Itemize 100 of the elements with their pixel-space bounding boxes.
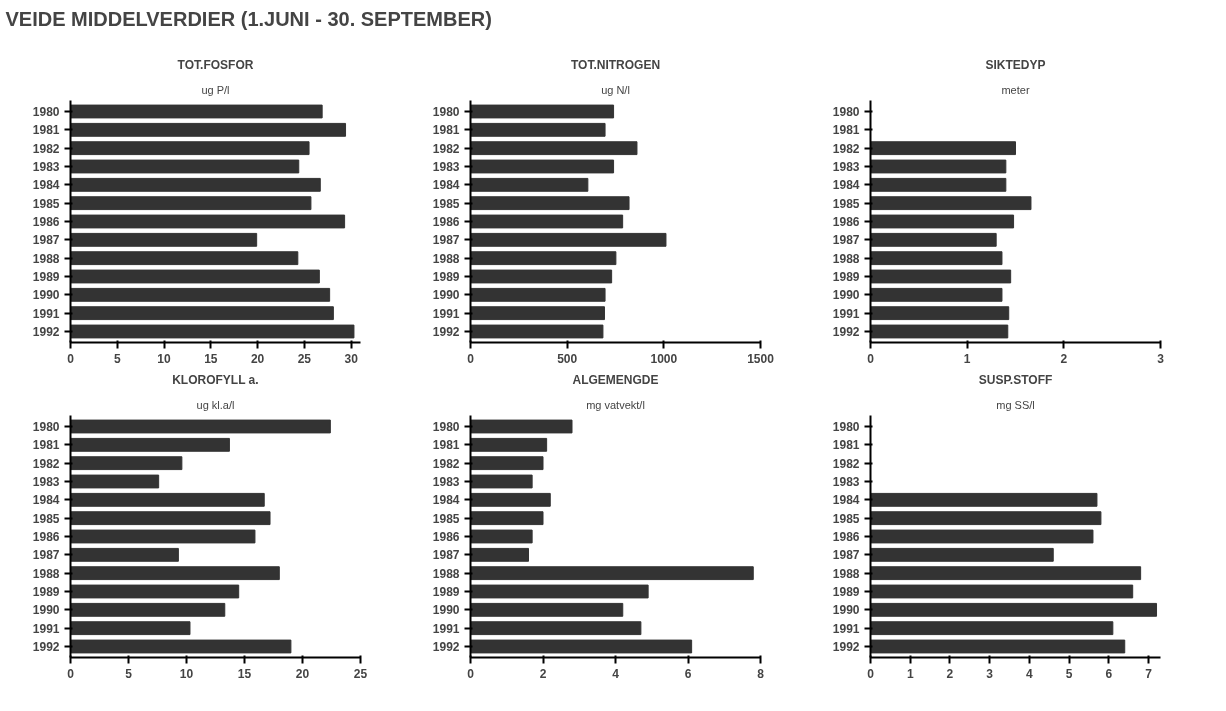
bar bbox=[470, 621, 642, 636]
y-tick-label: 1980 bbox=[832, 420, 860, 434]
bar bbox=[470, 324, 604, 339]
chart-title: KLOROFYLL a. bbox=[172, 372, 259, 387]
bar bbox=[70, 214, 346, 229]
y-tick-label: 1992 bbox=[32, 640, 60, 654]
y-tick-label: 1989 bbox=[832, 270, 860, 284]
y-tick-label: 1988 bbox=[432, 251, 460, 266]
y-tick-label: 1984 bbox=[832, 178, 860, 193]
y-tick-label: 1984 bbox=[32, 178, 60, 193]
y-tick-label: 1982 bbox=[832, 456, 860, 471]
x-tick-label: 0 bbox=[67, 351, 75, 366]
bar bbox=[70, 269, 320, 284]
y-tick-label: 1989 bbox=[32, 270, 60, 284]
y-tick-label: 1983 bbox=[432, 475, 460, 489]
bar bbox=[470, 196, 630, 211]
x-tick-label: 1000 bbox=[650, 351, 678, 366]
bar bbox=[870, 547, 1054, 562]
chart-title: SUSP.STOFF bbox=[978, 372, 1053, 387]
y-tick-label: 1986 bbox=[432, 530, 460, 544]
bar bbox=[870, 324, 1009, 339]
bar bbox=[70, 232, 258, 247]
chart-title: ALGEMENGDE bbox=[572, 372, 659, 387]
y-tick-label: 1992 bbox=[32, 325, 60, 339]
bar bbox=[470, 306, 605, 321]
y-tick-label: 1984 bbox=[832, 493, 860, 508]
bar bbox=[70, 474, 160, 489]
x-tick-label: 1 bbox=[963, 351, 971, 366]
y-tick-label: 1982 bbox=[32, 141, 60, 156]
y-tick-label: 1989 bbox=[432, 270, 460, 284]
x-tick-label: 25 bbox=[353, 666, 368, 681]
y-tick-label: 1980 bbox=[32, 420, 60, 434]
x-tick-label: 30 bbox=[344, 351, 359, 366]
bar bbox=[70, 511, 271, 526]
x-tick-label: 500 bbox=[557, 351, 578, 366]
bar bbox=[70, 141, 310, 156]
y-tick-label: 1984 bbox=[432, 178, 460, 193]
bar bbox=[470, 474, 533, 489]
bar bbox=[470, 159, 615, 174]
bar bbox=[870, 529, 1094, 544]
x-tick-label: 15 bbox=[204, 351, 218, 366]
x-tick-label: 20 bbox=[250, 351, 265, 366]
bar bbox=[470, 566, 754, 581]
x-tick-label: 2 bbox=[539, 666, 547, 681]
bar bbox=[470, 529, 533, 544]
y-tick-label: 1991 bbox=[832, 621, 860, 636]
bar bbox=[870, 566, 1142, 581]
x-tick-label: 10 bbox=[179, 666, 194, 681]
y-tick-label: 1981 bbox=[32, 438, 60, 453]
bar bbox=[870, 639, 1126, 654]
chart-title: SIKTEDYP bbox=[985, 57, 1046, 72]
y-tick-label: 1991 bbox=[832, 306, 860, 321]
y-tick-label: 1992 bbox=[432, 640, 460, 654]
bar bbox=[870, 306, 1010, 321]
y-tick-label: 1987 bbox=[32, 548, 60, 563]
x-tick-label: 5 bbox=[113, 351, 121, 366]
x-tick-label: 10 bbox=[157, 351, 172, 366]
y-tick-label: 1982 bbox=[32, 456, 60, 471]
bar bbox=[470, 232, 667, 247]
bar bbox=[870, 232, 997, 247]
chart-subtitle: meter bbox=[1001, 83, 1030, 96]
y-tick-label: 1983 bbox=[832, 475, 860, 489]
y-tick-label: 1990 bbox=[432, 288, 460, 303]
chart-title: TOT.FOSFOR bbox=[177, 57, 254, 72]
bar bbox=[870, 269, 1012, 284]
x-tick-label: 0 bbox=[467, 351, 475, 366]
bar bbox=[470, 419, 573, 434]
y-tick-label: 1985 bbox=[832, 511, 860, 526]
text: VEIDE MIDDELVERDIER (1.JUNI - 30. SEPTEMBER) bbox=[5, 7, 492, 30]
y-tick-label: 1988 bbox=[832, 566, 860, 581]
y-tick-label: 1982 bbox=[432, 141, 460, 156]
bar bbox=[470, 639, 693, 654]
bar bbox=[870, 492, 1098, 507]
y-tick-label: 1985 bbox=[832, 196, 860, 211]
bar bbox=[70, 251, 299, 266]
y-tick-label: 1991 bbox=[32, 306, 60, 321]
y-tick-label: 1980 bbox=[432, 420, 460, 434]
x-tick-label: 0 bbox=[67, 666, 75, 681]
y-tick-label: 1980 bbox=[432, 105, 460, 119]
bar bbox=[470, 269, 613, 284]
chart-title: TOT.NITROGEN bbox=[570, 57, 661, 72]
chart-subtitle: mg SS/l bbox=[996, 398, 1035, 411]
bar bbox=[470, 104, 615, 119]
y-tick-label: 1981 bbox=[432, 438, 460, 453]
x-tick-label: 15 bbox=[237, 666, 252, 681]
x-tick-label: 5 bbox=[1065, 666, 1073, 681]
bar bbox=[470, 214, 624, 229]
y-tick-label: 1984 bbox=[432, 493, 460, 508]
y-tick-label: 1990 bbox=[832, 603, 860, 618]
y-tick-label: 1986 bbox=[432, 215, 460, 229]
y-tick-label: 1991 bbox=[432, 306, 460, 321]
bar bbox=[70, 437, 230, 452]
chart-subtitle: ug kl.a/l bbox=[196, 398, 235, 411]
bar bbox=[70, 306, 334, 321]
bar bbox=[870, 251, 1003, 266]
x-tick-label: 1 bbox=[906, 666, 914, 681]
y-tick-label: 1984 bbox=[32, 493, 60, 508]
y-tick-label: 1981 bbox=[432, 123, 460, 138]
y-tick-label: 1981 bbox=[32, 123, 60, 138]
y-tick-label: 1981 bbox=[832, 123, 860, 138]
